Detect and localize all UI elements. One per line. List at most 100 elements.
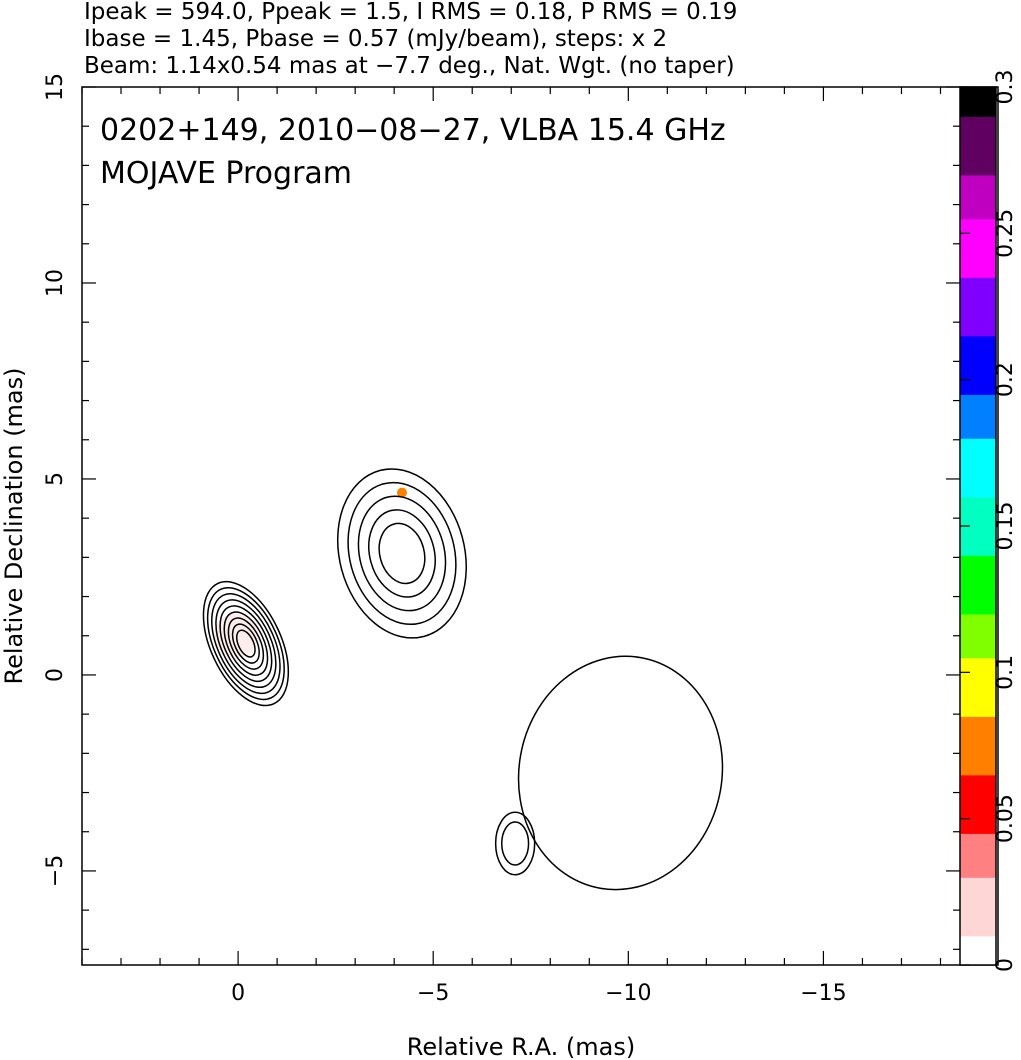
colorbar-swatch — [960, 847, 996, 864]
header-line-2: Ibase = 1.45, Pbase = 0.57 (mJy/beam), s… — [84, 26, 667, 52]
colorbar-swatch — [960, 862, 996, 878]
colorbar-swatch — [960, 247, 996, 264]
colorbar-swatch — [960, 643, 996, 659]
colorbar-swatch — [960, 482, 996, 498]
colorbar-swatch — [960, 262, 996, 278]
contour-core — [215, 599, 277, 689]
colorbar-swatch — [960, 218, 996, 234]
colorbar-tick-label: 0.1 — [993, 655, 1018, 690]
polarization-pixel — [396, 487, 407, 498]
colorbar-swatch — [960, 321, 996, 337]
colorbar-swatch — [960, 160, 996, 176]
colorbar-swatch — [960, 584, 996, 600]
contour-core — [202, 580, 290, 707]
colorbar-swatch — [960, 906, 996, 922]
colorbar: 0 0.05 0.1 0.15 0.2 0.25 0.3 — [959, 70, 1018, 972]
y-tick-label: 15 — [43, 73, 68, 101]
colorbar-swatch — [960, 438, 996, 454]
colorbar-swatch — [960, 452, 996, 469]
contour-core — [235, 629, 256, 658]
colorbar-swatch — [960, 569, 996, 586]
colorbar-swatch — [960, 306, 996, 322]
colorbar-swatch — [960, 540, 996, 556]
header-line-3: Beam: 1.14x0.54 mas at −7.7 deg., Nat. W… — [84, 53, 735, 79]
contour-core — [206, 586, 285, 701]
chart-title: 0202+149, 2010−08−27, VLBA 15.4 GHz — [100, 113, 726, 148]
colorbar-swatch — [960, 116, 996, 132]
contour-south-knot — [500, 821, 530, 866]
colorbar-swatch — [960, 526, 996, 542]
colorbar-tick-label: 0.3 — [993, 70, 1018, 105]
colorbar-swatch — [960, 774, 996, 790]
colorbar-swatch — [960, 408, 996, 425]
colorbar-swatch — [960, 891, 996, 908]
colorbar-swatch — [960, 87, 996, 103]
y-tick-label: −5 — [43, 855, 68, 887]
contour-core — [211, 593, 281, 695]
contour-core — [227, 617, 265, 670]
contour-core — [223, 611, 269, 676]
contour-extended-lobe — [517, 655, 724, 891]
colorbar-swatch — [960, 423, 996, 439]
colorbar-swatch — [960, 379, 996, 395]
colorbar-swatch — [960, 511, 996, 527]
colorbar-swatch — [960, 233, 996, 249]
y-tick-label: 10 — [43, 269, 68, 297]
colorbar-swatch — [960, 174, 996, 191]
y-axis-label: Relative Declination (mas) — [0, 367, 28, 684]
colorbar-swatch — [960, 350, 996, 366]
colorbar-tick-label: 0.2 — [993, 362, 1018, 397]
colorbar-tick-label: 0.25 — [993, 209, 1018, 258]
colorbar-swatch — [960, 189, 996, 205]
colorbar-tick-label: 0.05 — [993, 794, 1018, 843]
colorbar-swatch — [960, 745, 996, 761]
colorbar-swatch — [960, 496, 996, 512]
colorbar-swatch — [960, 789, 996, 805]
colorbar-swatch — [960, 657, 996, 673]
colorbar-swatch — [960, 818, 996, 834]
y-tick-label: 5 — [43, 472, 68, 486]
contour-core — [231, 623, 260, 664]
colorbar-swatch — [960, 365, 996, 381]
colorbar-swatch — [960, 555, 996, 571]
y-tick-label: 0 — [43, 668, 68, 682]
x-tick-label: 0 — [231, 981, 245, 1006]
colorbar-swatch — [960, 672, 996, 688]
contour-jet-knot — [378, 522, 426, 585]
colorbar-swatch — [960, 833, 996, 849]
colorbar-swatch — [960, 730, 996, 747]
colorbar-swatch — [960, 877, 996, 893]
colorbar-swatch — [960, 935, 996, 951]
header-line-1: Ipeak = 594.0, Ppeak = 1.5, I RMS = 0.18… — [84, 0, 737, 25]
contour-jet-knot — [336, 468, 468, 639]
colorbar-swatch — [960, 760, 996, 776]
x-axis-label: Relative R.A. (mas) — [407, 1033, 635, 1060]
colorbar-swatch — [960, 130, 996, 147]
colorbar-swatch — [960, 204, 996, 220]
colorbar-swatch — [960, 628, 996, 644]
colorbar-swatch — [960, 101, 996, 117]
colorbar-swatch — [960, 686, 996, 703]
colorbar-swatch — [960, 467, 996, 483]
chart-subtitle: MOJAVE Program — [100, 156, 352, 191]
contour-jet-knot — [368, 509, 436, 598]
contour-jet-knot — [357, 495, 447, 612]
colorbar-swatch — [960, 804, 996, 820]
colorbar-swatch — [960, 394, 996, 410]
colorbar-swatch — [960, 145, 996, 161]
map-layer — [202, 468, 724, 891]
x-tick-label: −15 — [800, 981, 846, 1006]
colorbar-swatch — [960, 921, 996, 937]
axis-layer: 0 −5 −10 −15 −5 0 5 10 15 — [43, 73, 960, 1006]
contour-core — [219, 605, 273, 682]
x-tick-label: −5 — [417, 981, 449, 1006]
x-tick-label: −10 — [605, 981, 651, 1006]
colorbar-swatch — [960, 950, 996, 966]
colorbar-tick-label: 0.15 — [993, 502, 1018, 551]
colorbar-swatch — [960, 599, 996, 615]
plot-frame — [81, 86, 999, 966]
colorbar-swatch — [960, 716, 996, 732]
colorbar-swatch — [960, 335, 996, 351]
colorbar-swatch — [960, 701, 996, 717]
